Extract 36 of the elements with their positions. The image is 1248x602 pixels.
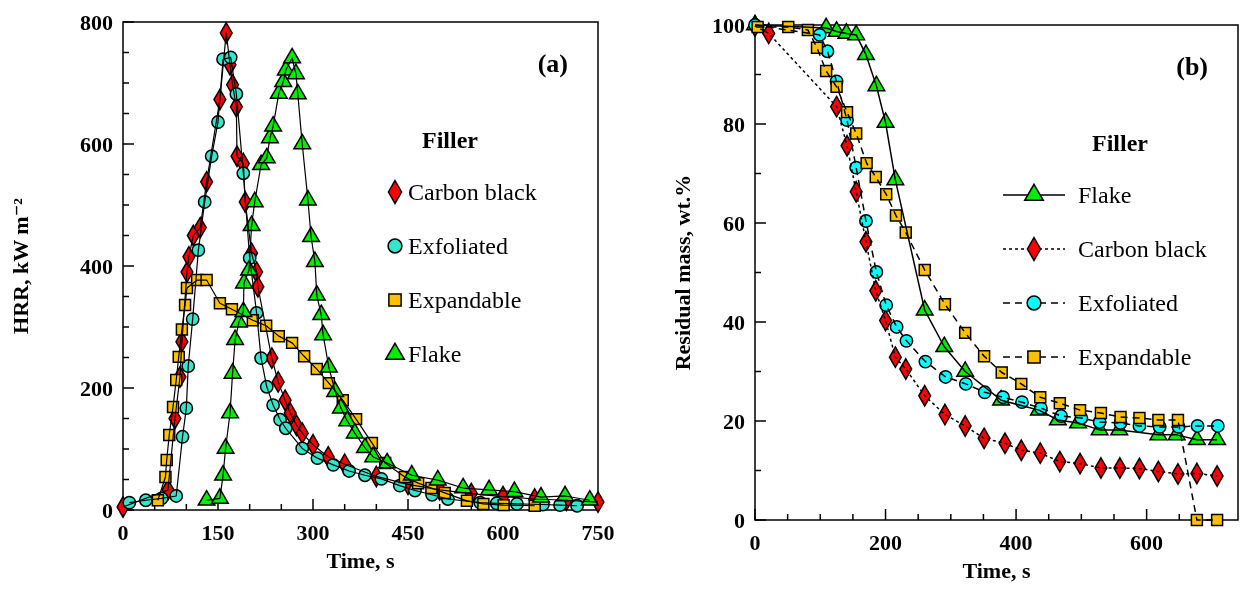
- legend-label: Exfoliated: [1078, 290, 1178, 316]
- legend-title: Filler: [422, 127, 479, 153]
- x-tick-label: 600: [486, 520, 520, 545]
- x-tick-label: 400: [999, 530, 1033, 555]
- legend-label: Carbon black: [408, 179, 537, 205]
- y-tick-label: 800: [80, 10, 113, 35]
- x-tick-label: 300: [296, 520, 330, 545]
- x-tick-label: 150: [201, 520, 235, 545]
- legend-label: Flake: [408, 341, 462, 367]
- y-tick-label: 100: [712, 13, 745, 38]
- y-tick-label: 0: [102, 498, 113, 523]
- y-tick-label: 600: [80, 132, 113, 157]
- y-axis-title: HRR, kW m⁻²: [8, 197, 33, 334]
- x-tick-label: 0: [117, 520, 129, 545]
- y-tick-label: 400: [80, 254, 113, 279]
- legend-label: Expandable: [1078, 344, 1192, 370]
- annotation: (b): [1176, 52, 1208, 81]
- y-tick-label: 60: [723, 211, 745, 236]
- y-axis-title: Residual mass, wt.%: [670, 174, 695, 371]
- y-tick-label: 200: [80, 376, 113, 401]
- x-tick-label: 0: [749, 530, 761, 555]
- legend-label: Exfoliated: [408, 233, 508, 259]
- x-tick-label: 750: [581, 520, 615, 545]
- y-tick-label: 20: [723, 409, 745, 434]
- x-tick-label: 200: [869, 530, 903, 555]
- x-tick-label: 600: [1130, 530, 1164, 555]
- legend-label: Expandable: [408, 287, 522, 313]
- x-axis-title: Time, s: [962, 558, 1031, 583]
- legend-label: Carbon black: [1078, 236, 1207, 262]
- y-tick-label: 40: [723, 310, 745, 335]
- legend-label: Flake: [1078, 182, 1132, 208]
- legend-title: Filler: [1092, 130, 1149, 156]
- y-tick-label: 80: [723, 112, 745, 137]
- annotation: (a): [537, 49, 568, 78]
- x-axis-title: Time, s: [326, 548, 395, 573]
- x-tick-label: 450: [391, 520, 425, 545]
